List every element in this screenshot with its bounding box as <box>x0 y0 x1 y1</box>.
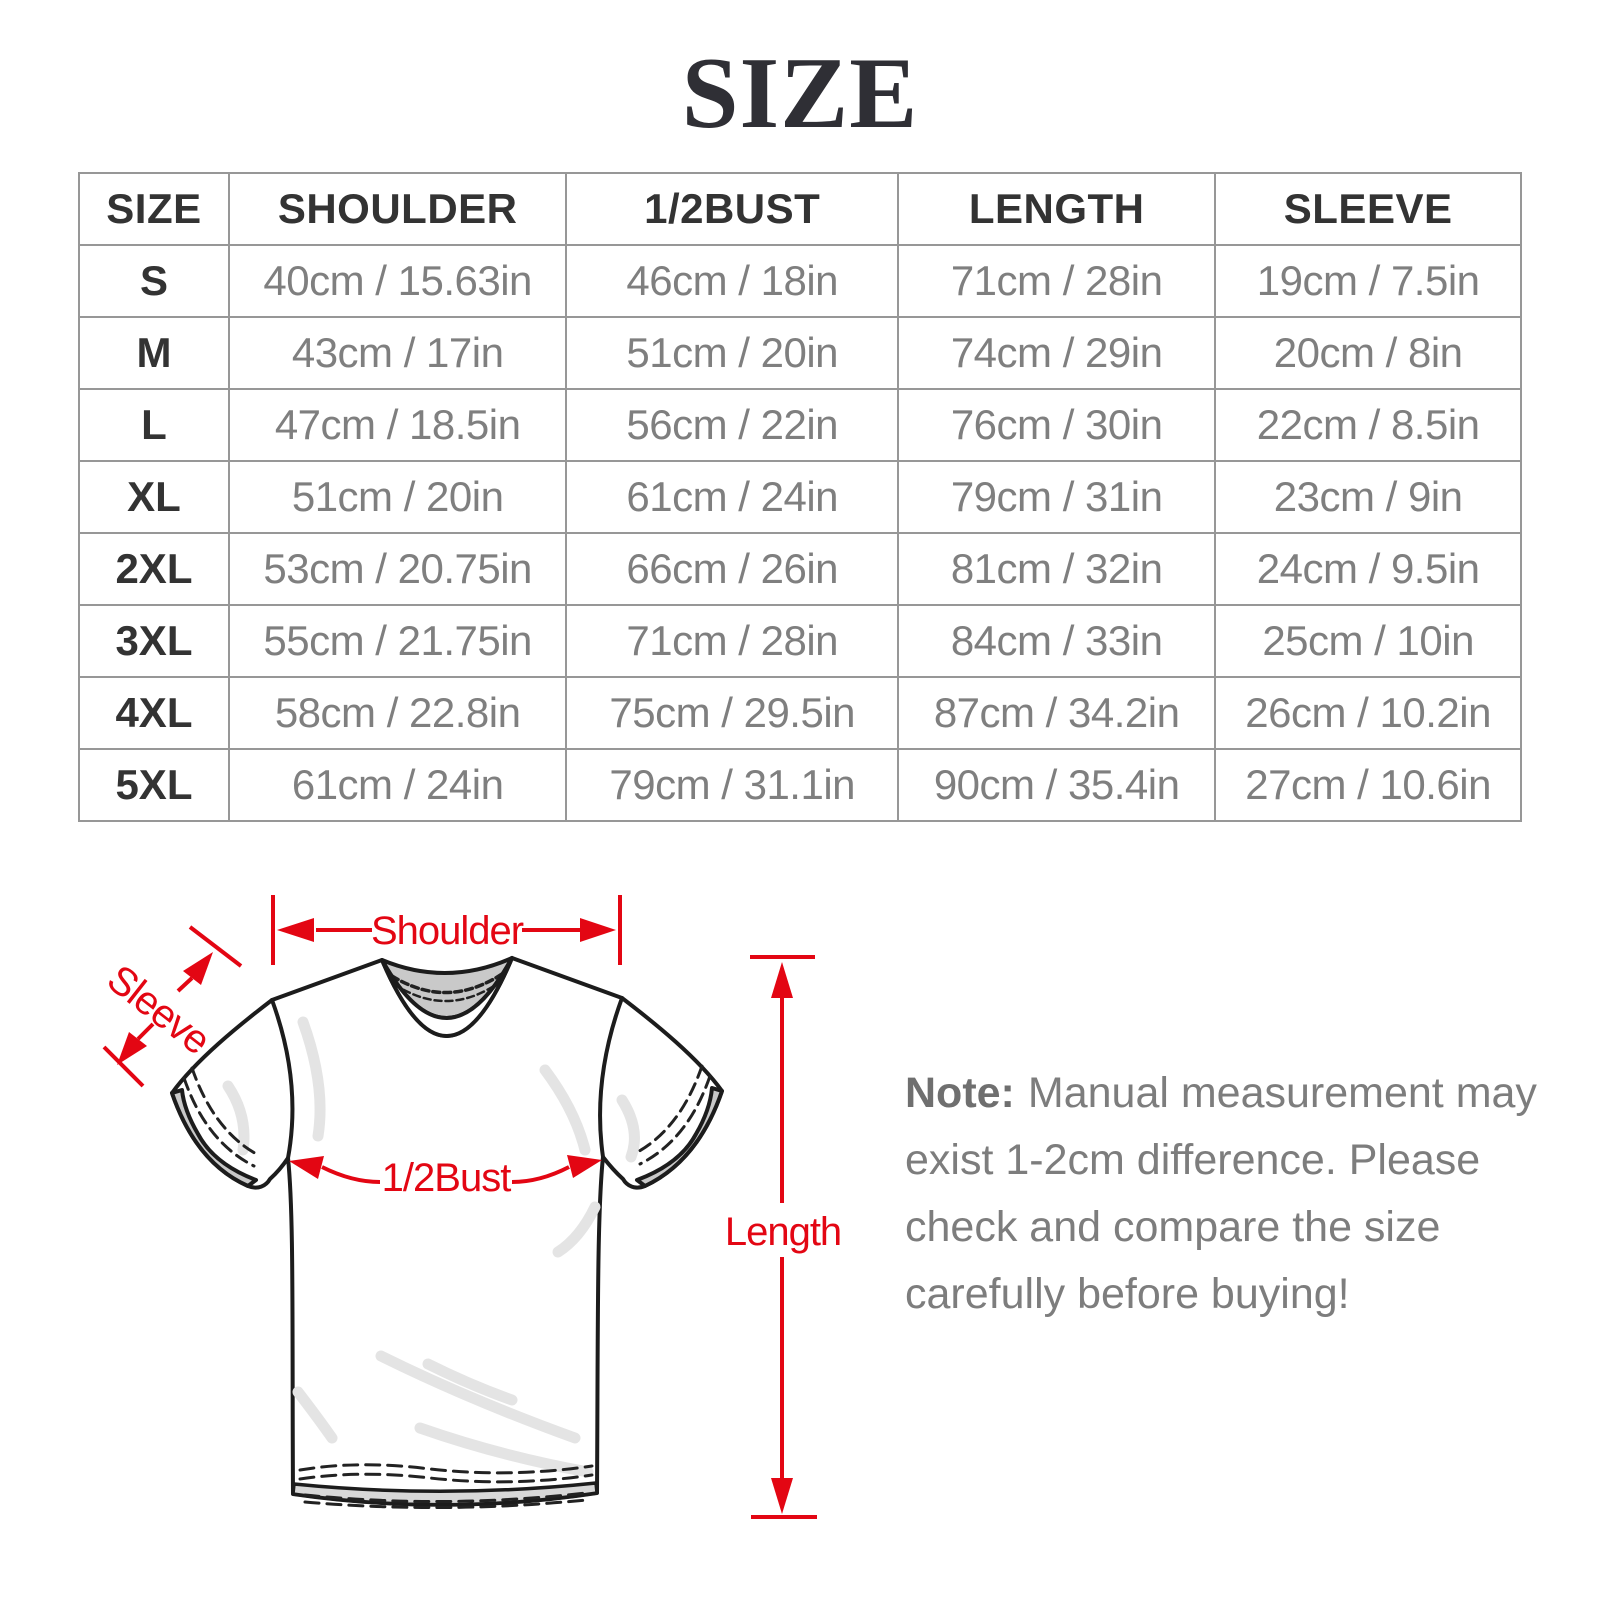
table-header-row: SIZE SHOULDER 1/2BUST LENGTH SLEEVE <box>78 172 1522 246</box>
table-cell: 26cm / 10.2in <box>1214 676 1522 750</box>
table-cell: 27cm / 10.6in <box>1214 748 1522 822</box>
note-line-text: Manual measurement may <box>1027 1069 1537 1117</box>
col-header-length: LENGTH <box>897 172 1217 246</box>
col-header-bust: 1/2BUST <box>565 172 900 246</box>
table-cell: 87cm / 34.2in <box>897 676 1217 750</box>
table-cell: 75cm / 29.5in <box>565 676 900 750</box>
shoulder-label: Shoulder <box>371 909 524 953</box>
sleeve-tick-bottom <box>102 1045 145 1088</box>
table-cell: 84cm / 33in <box>897 604 1217 678</box>
table-cell: 24cm / 9.5in <box>1214 532 1522 606</box>
arrowhead-left <box>289 1156 324 1179</box>
table-row-xl: XL 51cm / 20in 61cm / 24in 79cm / 31in 2… <box>78 460 1522 534</box>
bust-label: 1/2Bust <box>382 1156 512 1200</box>
table-cell: 71cm / 28in <box>565 604 900 678</box>
size-label: L <box>78 388 230 462</box>
note-line: check and compare the size <box>905 1203 1441 1251</box>
size-label: 5XL <box>78 748 230 822</box>
table-cell: 79cm / 31.1in <box>565 748 900 822</box>
sleeve-stitching <box>182 1064 712 1168</box>
table-cell: 22cm / 8.5in <box>1214 388 1522 462</box>
table-cell: 58cm / 22.8in <box>227 676 568 750</box>
sleeve-annotation <box>102 925 243 1088</box>
table-cell: 71cm / 28in <box>897 244 1217 318</box>
size-label: M <box>78 316 230 390</box>
collar-rib-band <box>380 956 514 1038</box>
size-label: XL <box>78 460 230 534</box>
note-text: Note: Manual measurement may exist 1-2cm … <box>905 1060 1545 1328</box>
table-cell: 53cm / 20.75in <box>227 532 568 606</box>
col-header-sleeve: SLEEVE <box>1214 172 1522 246</box>
arrowhead-up <box>771 962 793 998</box>
table-cell: 51cm / 20in <box>565 316 900 390</box>
table-row-s: S 40cm / 15.63in 46cm / 18in 71cm / 28in… <box>78 244 1522 318</box>
sleeve-hem-left <box>170 1088 258 1188</box>
note-line: Note: Manual measurement may <box>905 1060 1545 1127</box>
bottom-hem-stitching <box>298 1463 594 1510</box>
size-label: S <box>78 244 230 318</box>
table-row-2xl: 2XL 53cm / 20.75in 66cm / 26in 81cm / 32… <box>78 532 1522 606</box>
collar-stitching <box>390 972 504 1003</box>
table-cell: 76cm / 30in <box>897 388 1217 462</box>
arrowhead-up-right <box>183 952 213 985</box>
table-cell: 47cm / 18.5in <box>227 388 568 462</box>
arrowhead-right <box>580 918 616 942</box>
note-line: carefully before buying! <box>905 1270 1350 1318</box>
col-header-size: SIZE <box>78 172 230 246</box>
table-cell: 66cm / 26in <box>565 532 900 606</box>
armhole-seam-left <box>270 998 295 1160</box>
arrowhead-down-left <box>117 1032 147 1065</box>
shoulder-annotation <box>271 895 622 965</box>
tshirt-illustration <box>170 956 724 1510</box>
col-header-shoulder: SHOULDER <box>227 172 568 246</box>
table-row-m: M 43cm / 17in 51cm / 20in 74cm / 29in 20… <box>78 316 1522 390</box>
page-title: SIZE <box>681 37 919 150</box>
table-cell: 61cm / 24in <box>227 748 568 822</box>
arrowhead-down <box>771 1478 793 1514</box>
note-prefix: Note: <box>905 1069 1015 1117</box>
table-cell: 40cm / 15.63in <box>227 244 568 318</box>
size-table: SIZE SHOULDER 1/2BUST LENGTH SLEEVE S 40… <box>78 172 1522 822</box>
tshirt-body <box>170 956 724 1507</box>
table-row-l: L 47cm / 18.5in 56cm / 22in 76cm / 30in … <box>78 388 1522 462</box>
size-label: 2XL <box>78 532 230 606</box>
table-cell: 56cm / 22in <box>565 388 900 462</box>
table-row-5xl: 5XL 61cm / 24in 79cm / 31.1in 90cm / 35.… <box>78 748 1522 822</box>
sleeve-hem-right <box>635 1086 724 1188</box>
table-cell: 23cm / 9in <box>1214 460 1522 534</box>
length-annotation <box>750 955 817 1519</box>
fabric-wrinkles <box>222 1016 640 1478</box>
table-row-4xl: 4XL 58cm / 22.8in 75cm / 29.5in 87cm / 3… <box>78 676 1522 750</box>
size-label: 3XL <box>78 604 230 678</box>
sleeve-tick-top <box>188 925 243 968</box>
arrowhead-left <box>277 918 314 942</box>
table-cell: 51cm / 20in <box>227 460 568 534</box>
length-label: Length <box>725 1210 841 1254</box>
table-cell: 20cm / 8in <box>1214 316 1522 390</box>
table-cell: 25cm / 10in <box>1214 604 1522 678</box>
table-cell: 55cm / 21.75in <box>227 604 568 678</box>
note-line: exist 1-2cm difference. Please <box>905 1136 1481 1184</box>
table-cell: 74cm / 29in <box>897 316 1217 390</box>
arrowhead-right <box>567 1155 602 1178</box>
size-label: 4XL <box>78 676 230 750</box>
table-cell: 46cm / 18in <box>565 244 900 318</box>
armhole-seam-right <box>598 996 624 1159</box>
table-cell: 43cm / 17in <box>227 316 568 390</box>
table-cell: 81cm / 32in <box>897 532 1217 606</box>
table-row-3xl: 3XL 55cm / 21.75in 71cm / 28in 84cm / 33… <box>78 604 1522 678</box>
table-cell: 19cm / 7.5in <box>1214 244 1522 318</box>
bottom-hem-band <box>291 1481 599 1507</box>
table-cell: 61cm / 24in <box>565 460 900 534</box>
tshirt-measurement-diagram: Shoulder Sleeve 1/2Bust Leng <box>99 895 842 1519</box>
table-cell: 79cm / 31in <box>897 460 1217 534</box>
table-cell: 90cm / 35.4in <box>897 748 1217 822</box>
bust-annotation <box>289 1155 602 1184</box>
